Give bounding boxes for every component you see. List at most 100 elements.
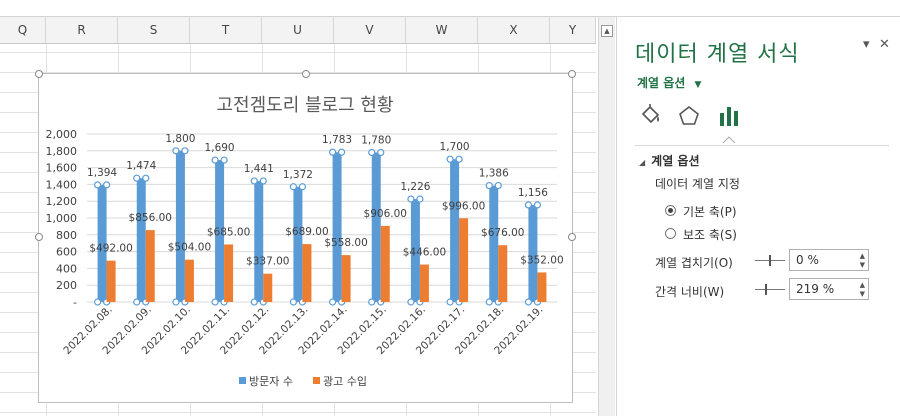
legend-swatch[interactable] [239, 377, 246, 384]
bar-ad-revenue[interactable] [380, 225, 390, 302]
bar-ad-revenue[interactable] [106, 260, 116, 302]
close-icon[interactable]: ✕ [879, 37, 890, 52]
legend-swatch[interactable] [313, 377, 320, 384]
selection-handle[interactable] [328, 298, 337, 306]
data-label-ad-revenue[interactable]: $996.00 [442, 200, 485, 212]
column-header-w[interactable]: W [406, 17, 478, 43]
data-label-visitors[interactable]: 1,156 [518, 187, 548, 199]
data-label-visitors[interactable]: 1,800 [165, 133, 195, 145]
selection-handle[interactable] [485, 298, 493, 306]
selection-handle[interactable] [533, 201, 542, 209]
selection-handle[interactable] [446, 298, 454, 306]
selection-handle[interactable] [133, 174, 141, 182]
data-label-visitors[interactable]: 1,474 [126, 160, 156, 172]
bar-visitors[interactable] [371, 152, 381, 302]
selection-handle[interactable] [524, 298, 533, 306]
column-header-u[interactable]: U [262, 17, 334, 43]
primary-axis-radio[interactable] [665, 205, 676, 216]
fill-line-icon[interactable] [639, 104, 663, 128]
selection-handle[interactable] [172, 298, 180, 306]
bar-ad-revenue[interactable] [419, 264, 429, 302]
selection-handle[interactable] [220, 156, 228, 164]
series-options-section[interactable]: ◢ 계열 옵션 [639, 154, 700, 168]
selection-handle[interactable] [298, 183, 307, 191]
data-label-visitors[interactable]: 1,386 [479, 168, 509, 180]
spin-up-icon[interactable]: ▲ [859, 281, 865, 289]
column-header-y[interactable]: Y [550, 17, 596, 43]
spin-up-icon[interactable]: ▲ [859, 252, 865, 260]
series-overlap-spinner[interactable]: 0 % ▲ ▼ [789, 249, 869, 271]
selection-handle[interactable] [133, 298, 141, 306]
selection-handle[interactable] [93, 181, 102, 189]
gap-width-value[interactable]: 219 % [796, 282, 835, 296]
data-label-ad-revenue[interactable]: $492.00 [89, 243, 132, 255]
data-label-ad-revenue[interactable]: $906.00 [364, 208, 407, 220]
selection-handle[interactable] [181, 147, 189, 155]
resize-handle[interactable] [568, 70, 576, 78]
column-chart[interactable]: 고전겜도리 블로그 현황 - 200 400 600 800 1,000 1,200 1,40… [39, 74, 572, 402]
effects-pentagon-icon[interactable] [677, 104, 701, 128]
chart-area[interactable]: 고전겜도리 블로그 현황 - 200 400 600 800 1,000 1,200 1,40… [38, 73, 573, 403]
bar-visitors[interactable] [136, 178, 146, 302]
selection-handle[interactable] [455, 155, 463, 163]
bar-ad-revenue[interactable] [145, 230, 155, 302]
data-label-ad-revenue[interactable]: $676.00 [481, 227, 524, 239]
selection-handle[interactable] [446, 155, 454, 163]
bar-ad-revenue[interactable] [224, 244, 234, 302]
selection-handle[interactable] [102, 181, 111, 189]
selection-handle[interactable] [172, 147, 180, 155]
data-label-visitors[interactable]: 1,700 [440, 141, 470, 153]
data-label-ad-revenue[interactable]: $689.00 [285, 226, 328, 238]
vertical-scrollbar[interactable]: ▲ [598, 17, 615, 416]
bar-visitors[interactable] [528, 204, 538, 302]
data-label-visitors[interactable]: 1,226 [400, 181, 430, 193]
data-label-ad-revenue[interactable]: $504.00 [168, 242, 211, 254]
column-header-q[interactable]: Q [0, 17, 46, 43]
slider-thumb[interactable] [769, 255, 771, 266]
bar-visitors[interactable] [215, 160, 225, 302]
bar-ad-revenue[interactable] [498, 245, 508, 302]
bar-ad-revenue[interactable] [302, 244, 312, 302]
selection-handle[interactable] [93, 298, 102, 306]
series-overlap-value[interactable]: 0 % [796, 253, 819, 267]
data-label-visitors[interactable]: 1,780 [361, 134, 391, 146]
resize-handle[interactable] [35, 233, 43, 241]
series-options-dropdown[interactable]: 계열 옵션 ▼ [637, 74, 701, 91]
secondary-axis-radio[interactable] [665, 228, 676, 239]
bar-visitors[interactable] [175, 150, 185, 302]
bar-visitors[interactable] [450, 159, 460, 302]
scroll-up-icon[interactable]: ▲ [601, 25, 613, 37]
selection-handle[interactable] [250, 177, 258, 185]
series-overlap-slider[interactable] [755, 255, 785, 266]
bar-ad-revenue[interactable] [184, 259, 194, 302]
bar-ad-revenue[interactable] [537, 272, 547, 302]
pane-options-icon[interactable]: ▾ [863, 37, 870, 52]
slider-thumb[interactable] [765, 284, 767, 295]
data-label-visitors[interactable]: 1,394 [87, 167, 117, 179]
resize-handle[interactable] [35, 70, 43, 78]
data-label-visitors[interactable]: 1,372 [283, 169, 313, 181]
gap-width-slider[interactable] [755, 284, 785, 295]
primary-axis-label[interactable]: 기본 축(P) [683, 205, 737, 219]
data-label-visitors[interactable]: 1,690 [205, 142, 235, 154]
selection-handle[interactable] [494, 181, 502, 190]
data-label-ad-revenue[interactable]: $685.00 [207, 226, 250, 238]
data-label-ad-revenue[interactable]: $337.00 [246, 256, 289, 268]
selection-handle[interactable] [407, 298, 415, 306]
bar-ad-revenue[interactable] [341, 255, 351, 302]
column-header-v[interactable]: V [334, 17, 406, 43]
bar-ad-revenue[interactable] [263, 273, 273, 302]
selection-handle[interactable] [259, 177, 267, 185]
data-label-ad-revenue[interactable]: $856.00 [129, 212, 172, 224]
selection-handle[interactable] [211, 156, 219, 164]
bar-visitors[interactable] [489, 185, 499, 302]
data-label-visitors[interactable]: 1,441 [244, 163, 274, 175]
selection-handle[interactable] [368, 298, 376, 306]
spin-down-icon[interactable]: ▼ [859, 290, 865, 298]
selection-handle[interactable] [289, 183, 298, 191]
gap-width-spinner[interactable]: 219 % ▲ ▼ [789, 278, 869, 300]
legend-entry[interactable]: 광고 수입 [323, 375, 367, 388]
selection-handle[interactable] [368, 148, 376, 157]
selection-handle[interactable] [416, 195, 424, 203]
selection-handle[interactable] [524, 201, 533, 209]
